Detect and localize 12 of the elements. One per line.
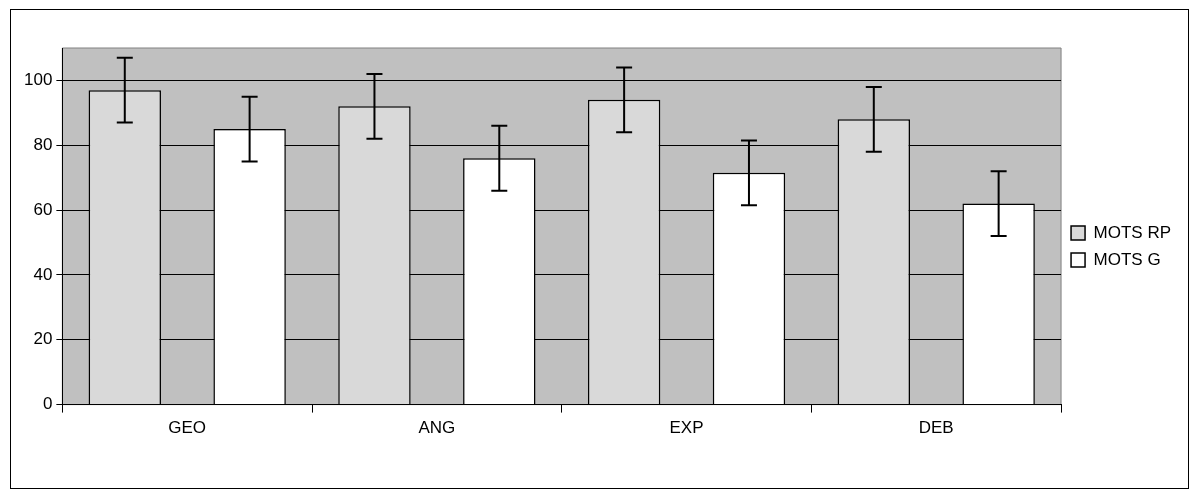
y-tick-label: 80 <box>33 134 53 154</box>
legend-label: MOTS G <box>1093 249 1161 269</box>
x-tick-label: DEB <box>918 418 954 438</box>
y-tick-label: 100 <box>23 70 53 90</box>
x-tick-label: ANG <box>418 418 456 438</box>
x-tick-label: GEO <box>168 418 207 438</box>
y-tick-label: 60 <box>33 199 53 219</box>
y-tick-label: 40 <box>33 264 53 284</box>
legend-label: MOTS RP <box>1093 222 1172 242</box>
y-tick-label: 0 <box>42 394 53 414</box>
y-tick-label: 20 <box>33 329 53 349</box>
x-tick-label: EXP <box>669 418 704 438</box>
